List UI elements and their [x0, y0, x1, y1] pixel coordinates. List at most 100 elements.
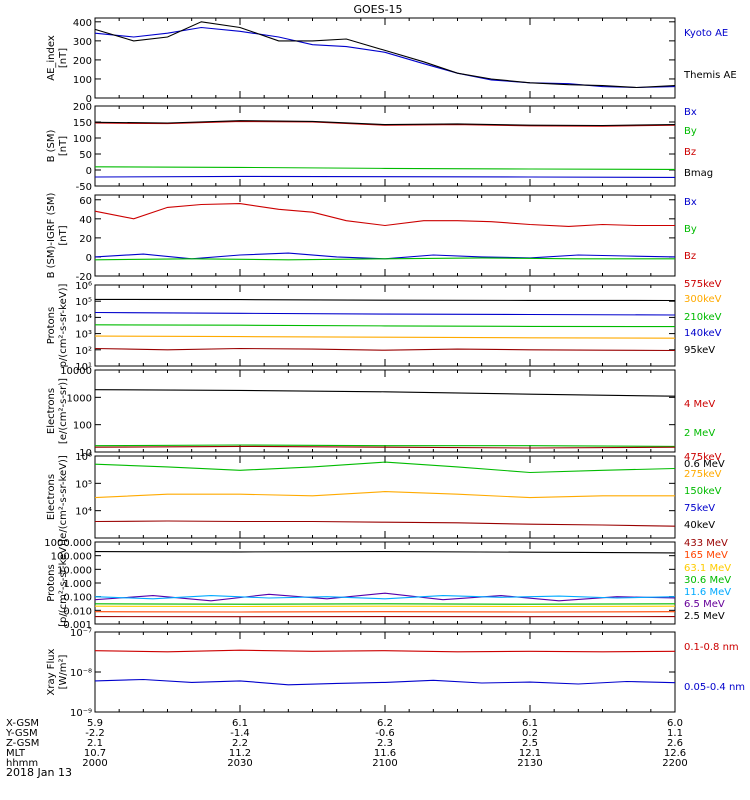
y-tick-label: 0: [86, 166, 92, 177]
series-line: [94, 595, 676, 600]
legend-entry: 0.05-0.4 nm: [684, 682, 745, 693]
panel-frame: [94, 369, 676, 453]
footer-value: 2130: [517, 758, 542, 769]
y-tick-label: 10³: [75, 330, 92, 341]
footer-value: 11.6: [374, 748, 396, 759]
footer-value: 2.1: [87, 738, 103, 749]
series-line: [94, 335, 676, 339]
legend-entry: 2.5 MeV: [684, 611, 725, 622]
panel-frame: [94, 455, 676, 539]
chart-panel: 10⁻⁹ 10⁻⁸ 10⁻⁷ Xray Flux [W/m²] 0.1-0.8 nm 0.0…: [46, 628, 745, 719]
footer-value: 2200: [662, 758, 687, 769]
footer-value: -1.4: [230, 728, 250, 739]
series-line: [94, 389, 676, 397]
series-line: [94, 26, 676, 89]
series-line: [94, 592, 676, 602]
y-tick-label: 10⁻⁹: [70, 708, 92, 719]
y-axis-label: Electrons: [46, 388, 57, 434]
legend-entry: 40keV: [684, 520, 715, 531]
footer-value: -0.6: [375, 728, 395, 739]
y-tick-label: 10¹: [75, 362, 92, 373]
legend-entry: By: [684, 126, 697, 137]
y-tick-label: -50: [76, 182, 92, 193]
chart-panel: 0.001 0.010 0.100 1.000 10.000 100.000 1000.00…: [44, 538, 731, 631]
legend-entry: 575keV: [684, 279, 722, 290]
legend-entry: Themis AE: [683, 70, 737, 81]
y-tick-label: 10⁶: [75, 281, 92, 292]
legend-entry: Bz: [684, 147, 696, 158]
y-axis-label: p/(cm²-s-sr-keV)]: [58, 284, 69, 368]
y-axis-label: [e/(cm²-s-sr)]: [58, 378, 69, 444]
series-line: [94, 520, 676, 527]
legend-entry: 63.1 MeV: [684, 563, 731, 574]
legend-entry: 140keV: [684, 328, 722, 339]
legend-entry: 433 MeV: [684, 538, 728, 549]
footer-row-label: Y-GSM: [5, 728, 38, 739]
chart-panel: -20 0 20 40 60 B (SM)-IGRF (SM) [nT] Bx By Bz: [46, 193, 697, 283]
chart-panel: 10⁴ 10⁵ 10⁶ Electrons e/(cm²-s-sr-keV)] 475ke…: [46, 452, 722, 539]
y-axis-label: [W/m²]: [58, 654, 69, 689]
y-tick-label: -20: [76, 272, 92, 283]
series-line: [94, 461, 676, 474]
series-line: [94, 444, 676, 447]
footer-value: 2030: [227, 758, 252, 769]
series-line: [94, 445, 676, 449]
y-tick-label: 40: [79, 215, 92, 226]
y-tick-label: 0: [86, 253, 92, 264]
footer-value: 10.7: [84, 748, 106, 759]
y-tick-label: 1.000: [63, 579, 92, 590]
y-tick-label: 10⁻⁸: [70, 668, 92, 679]
legend-entry: 4 MeV: [684, 399, 715, 410]
y-tick-label: 0: [86, 94, 92, 105]
legend-entry: Bx: [684, 107, 697, 118]
series-line: [94, 298, 676, 302]
panel-frame: [94, 631, 676, 713]
footer-value: 0.2: [522, 728, 538, 739]
y-tick-label: 60: [79, 196, 92, 207]
legend-entry: 2 MeV: [684, 428, 715, 439]
legend-entry: 165 MeV: [684, 550, 728, 561]
legend-entry: 275keV: [684, 469, 722, 480]
panel-frame: [94, 105, 676, 187]
chart-panel: 0 100 200 300 400 AE_index [nT] Kyoto AE Themis …: [46, 17, 737, 105]
legend-entry: 75keV: [684, 503, 715, 514]
y-axis-label: Xray Flux: [46, 648, 57, 695]
legend-entry: By: [684, 224, 697, 235]
footer-date: 2018 Jan 13: [6, 766, 72, 779]
y-tick-label: 1000.000: [44, 538, 92, 549]
series-line: [94, 203, 675, 227]
y-tick-label: 100: [73, 75, 92, 86]
y-tick-label: 10⁴: [75, 507, 92, 518]
legend-entry: Bz: [684, 251, 696, 262]
legend-entry: 95keV: [684, 345, 715, 356]
legend-entry: Kyoto AE: [684, 28, 728, 39]
y-tick-label: 10⁵: [75, 479, 92, 490]
series-line: [94, 175, 676, 178]
y-tick-label: 10⁻⁷: [70, 628, 92, 639]
legend-entry: 300keV: [684, 294, 722, 305]
y-tick-label: 400: [73, 18, 92, 29]
y-tick-label: 10⁶: [75, 452, 92, 463]
footer-value: 2000: [82, 758, 107, 769]
footer-row-label: MLT: [6, 748, 26, 759]
footer-value: 2.2: [232, 738, 248, 749]
footer-value: 11.2: [229, 748, 251, 759]
y-axis-label: e/(cm²-s-sr-keV)]: [58, 455, 69, 539]
footer-value: 6.1: [522, 718, 538, 729]
y-tick-label: 150: [73, 118, 92, 129]
series-line: [94, 120, 676, 127]
legend-entry: 30.6 MeV: [684, 575, 731, 586]
y-tick-label: 10²: [75, 346, 92, 357]
y-tick-label: 10000: [60, 366, 92, 377]
series-line: [94, 324, 676, 328]
footer-value: 6.2: [377, 718, 393, 729]
y-axis-label: [p/(cm²-s-sr-keV)]: [58, 539, 69, 627]
footer-value: 2100: [372, 758, 397, 769]
y-tick-label: 100: [73, 134, 92, 145]
chart-panel: 10¹ 10² 10³ 10⁴ 10⁵ 10⁶ Protons p/(cm²-s-sr-keV…: [46, 279, 722, 373]
y-tick-label: 1000: [67, 393, 92, 404]
chart-panel: -50 0 50 100 150 200 B (SM) [nT] Bx By Bz Bmag: [46, 102, 713, 193]
y-tick-label: 0.100: [63, 593, 92, 604]
series-line: [94, 120, 676, 127]
